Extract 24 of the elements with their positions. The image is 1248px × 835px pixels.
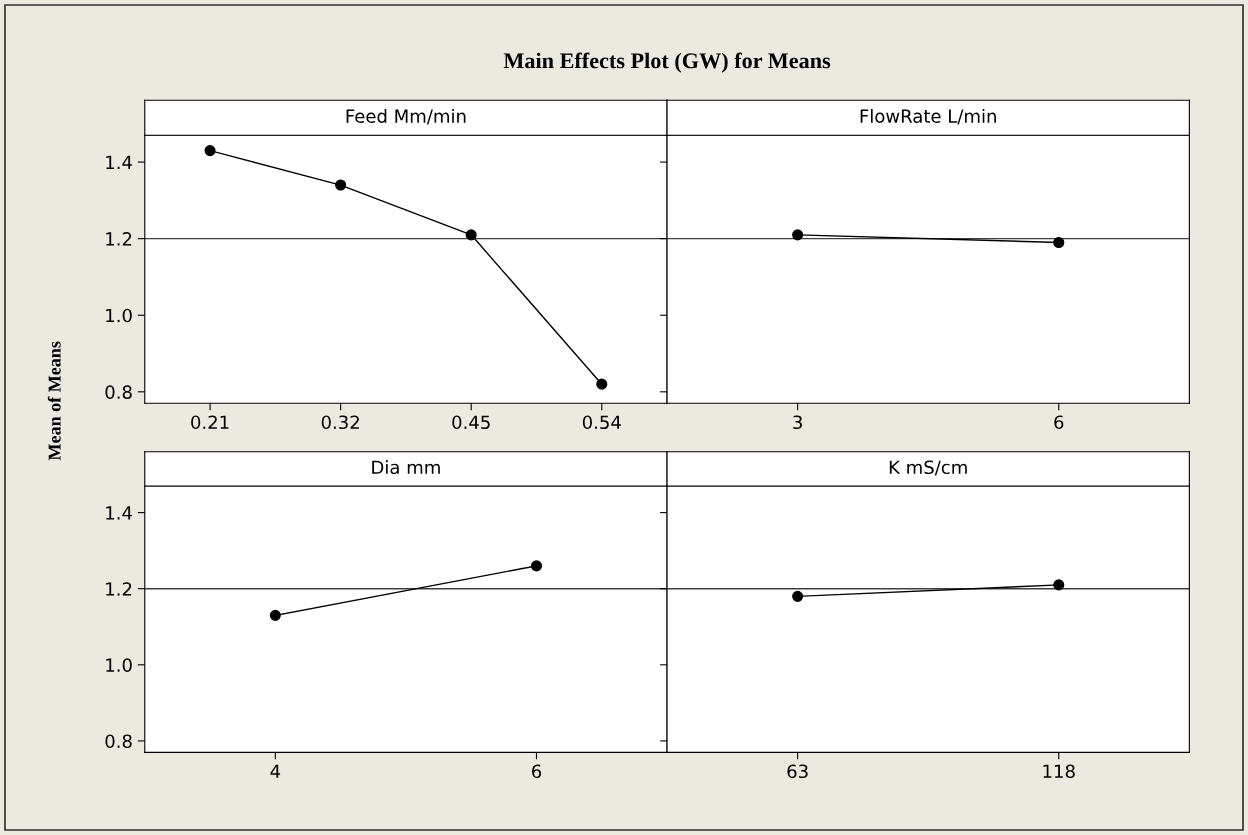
x-tick-label: 6 xyxy=(532,764,542,779)
y-tick-label: 1.4 xyxy=(106,155,132,169)
y-tick-label: 1.0 xyxy=(106,658,132,672)
y-tick-label: 0.8 xyxy=(105,734,132,749)
chart-title: Main Effects Plot (GW) for Means xyxy=(503,52,831,73)
y-tick-label: 1.2 xyxy=(106,232,132,246)
y-tick-label: 1.2 xyxy=(106,582,132,596)
x-axis-title: Dia mm xyxy=(372,460,440,475)
x-tick-label: 6 xyxy=(1054,415,1064,430)
x-axis-title: Feed Mm/min xyxy=(346,109,466,125)
x-tick-label: 0.45 xyxy=(452,415,490,430)
x-tick-label: 3 xyxy=(793,415,802,430)
x-axis-title: K mS/cm xyxy=(889,460,967,476)
y-tick-label: 1.0 xyxy=(106,308,132,323)
x-axis-title: FlowRate L/min xyxy=(860,109,996,125)
x-tick-label: 4 xyxy=(270,764,281,778)
x-tick-label: 63 xyxy=(787,764,808,779)
x-tick-label: 0.54 xyxy=(582,415,621,430)
x-tick-label: 0.21 xyxy=(191,415,229,430)
y-axis-title: Mean of Means xyxy=(47,341,61,461)
x-tick-label: 118 xyxy=(1043,764,1075,779)
y-tick-label: 0.8 xyxy=(105,385,132,399)
x-tick-label: 0.32 xyxy=(321,415,359,430)
y-tick-label: 1.4 xyxy=(106,506,132,520)
